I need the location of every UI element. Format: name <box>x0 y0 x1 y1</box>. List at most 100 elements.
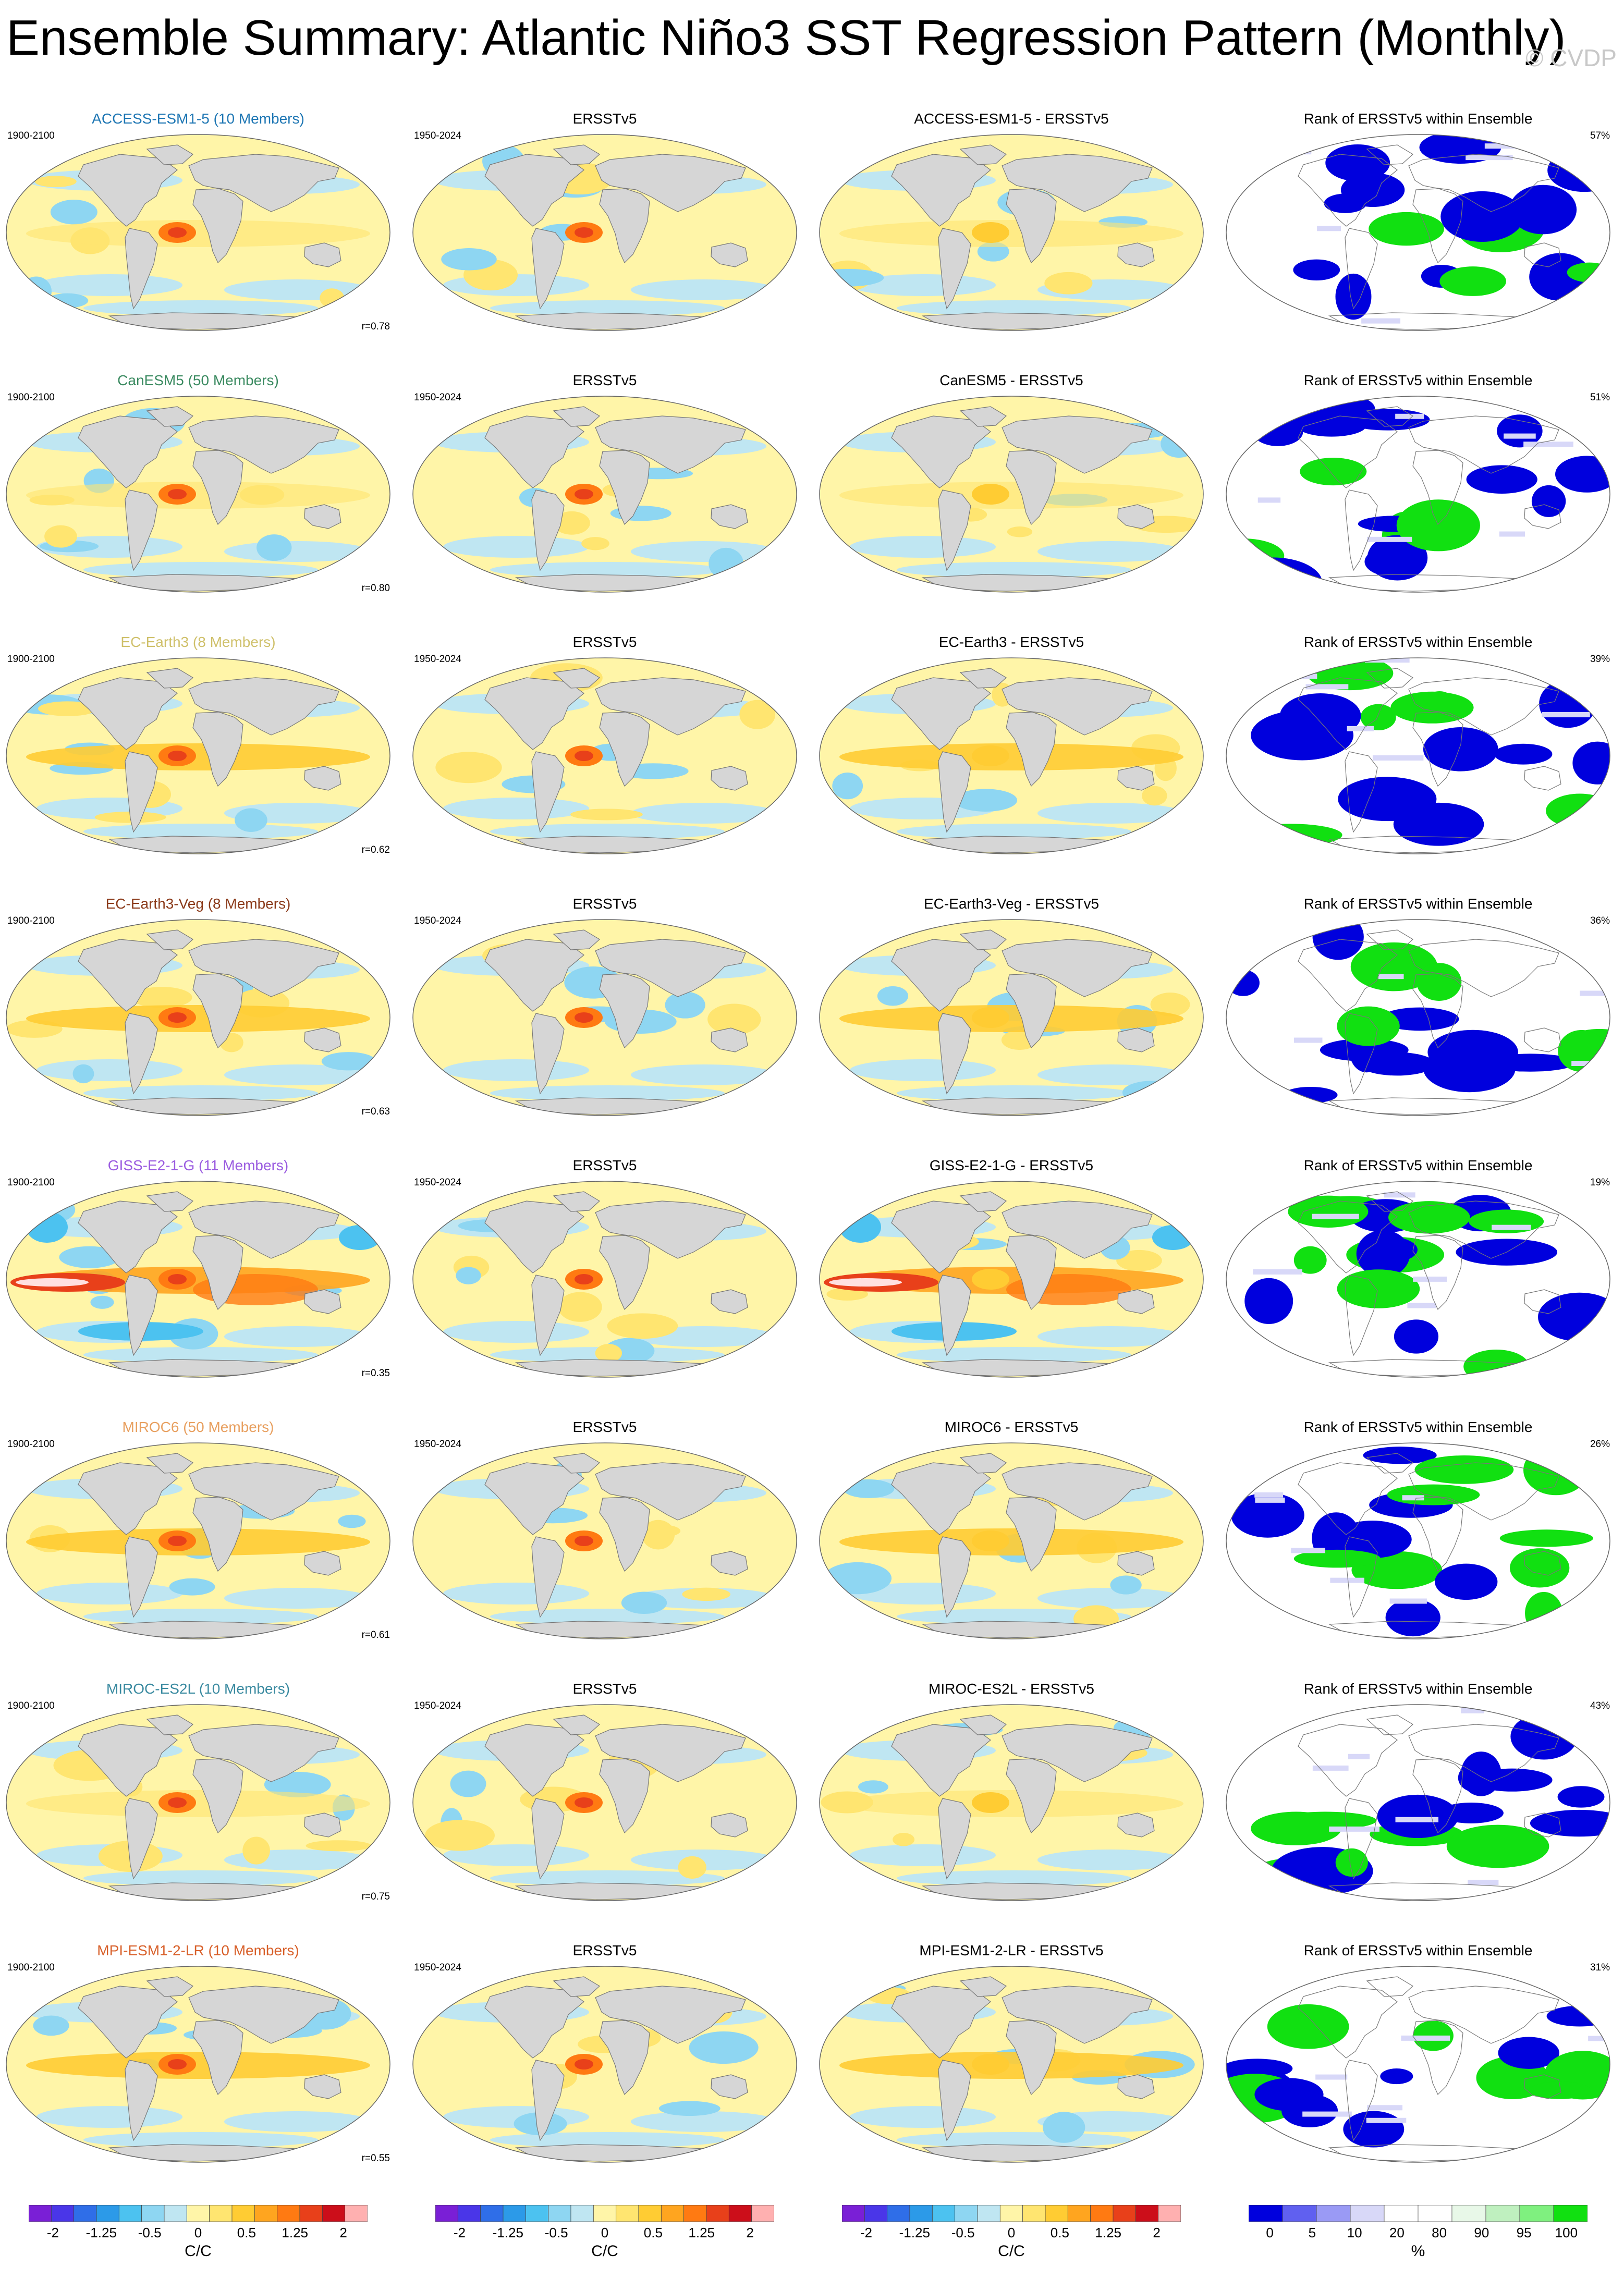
map-container <box>5 133 391 332</box>
atlantic-nino3-hotspot <box>972 484 1009 505</box>
panel-title: ERSSTv5 <box>572 111 637 127</box>
map-border <box>819 396 1204 593</box>
colorbar-swatch <box>548 2205 571 2222</box>
panel-title: Rank of ERSSTv5 within Ensemble <box>1303 1942 1533 1958</box>
rank-low-region <box>1227 970 1260 996</box>
panel-model-row-3: EC-Earth3 (8 Members) 1900-2100 r=0.62 <box>5 634 391 858</box>
land-mass <box>146 1453 194 1474</box>
colorbar-swatch <box>322 2205 346 2222</box>
map-border <box>1226 1704 1610 1901</box>
panel-title: Rank of ERSSTv5 within Ensemble <box>1303 634 1533 650</box>
land-mass <box>1408 415 1559 474</box>
panel-obs-row-4: ERSSTv5 1950-2024 <box>412 896 798 1120</box>
negative-anomaly-band <box>224 1588 370 1609</box>
land-mass <box>1006 1235 1057 1311</box>
land-mass <box>1002 1462 1153 1521</box>
model-regression-map <box>6 1966 390 2163</box>
negative-anomaly-band <box>443 1059 589 1081</box>
model-regression-map <box>6 1704 390 1901</box>
rank-low-region <box>1394 1319 1439 1354</box>
colorbar-swatch <box>299 2205 323 2222</box>
land-mass <box>108 2144 298 2162</box>
rank-high-region <box>1251 1811 1341 1845</box>
obs-regression-map <box>412 1704 797 1901</box>
negative-anomaly-band <box>631 541 777 562</box>
map-border <box>6 396 390 593</box>
obs-period-label: 1950-2024 <box>414 654 461 665</box>
map-border <box>1226 1181 1610 1378</box>
land-mass <box>1366 144 1414 165</box>
land-mass <box>1345 1275 1378 1356</box>
negative-anomaly-band <box>897 1870 1131 1886</box>
colorbar-swatch <box>186 2205 210 2222</box>
panel-diff-row-1: ACCESS-ESM1-5 - ERSSTv5 <box>819 111 1204 335</box>
rank-low-region <box>1510 1713 1578 1760</box>
panel-diff-row-4: EC-Earth3-Veg - ERSSTv5 <box>819 896 1204 1120</box>
rank-percent-label: 43% <box>1590 1700 1610 1711</box>
negative-anomaly-band <box>897 824 1131 839</box>
rank-low-region <box>1498 2037 1559 2069</box>
land-mass <box>959 144 1007 165</box>
land-mass <box>531 2060 565 2141</box>
map-container <box>819 1180 1204 1378</box>
rank-low-region <box>1572 741 1610 785</box>
map-container <box>819 1704 1204 1902</box>
land-mass <box>515 2144 704 2162</box>
colorbar-swatch <box>1451 2205 1486 2222</box>
negative-anomaly-band <box>1037 1326 1183 1347</box>
colorbar-swatch <box>1384 2205 1419 2222</box>
rank-high-region <box>1529 2081 1591 2099</box>
negative-anomaly-band <box>631 1850 777 1870</box>
land-mass <box>595 1201 746 1259</box>
land-mass <box>108 312 298 330</box>
land-mass <box>595 154 746 212</box>
negative-anomaly-band <box>36 1583 182 1605</box>
land-mass <box>1408 677 1559 736</box>
rank-low-region <box>1377 1794 1459 1838</box>
obs-regression-map <box>412 134 797 331</box>
map-border <box>819 1704 1204 1901</box>
rank-percent-label: 19% <box>1590 1177 1610 1188</box>
colorbar-swatch <box>1485 2205 1520 2222</box>
colorbar-swatch <box>1158 2205 1181 2222</box>
land-mass <box>599 1758 650 1834</box>
map-border <box>1226 1966 1610 2163</box>
colorbar-swatch <box>209 2205 233 2222</box>
land-mass <box>1524 242 1561 267</box>
negative-anomaly-band <box>897 1609 1131 1624</box>
map-container <box>412 1442 798 1640</box>
negative-anomaly-band <box>224 541 370 562</box>
land-mass <box>146 406 194 427</box>
rank-percent-label: 31% <box>1590 1962 1610 1973</box>
rank-low-region <box>1546 2005 1610 2027</box>
panel-title: MIROC-ES2L - ERSSTv5 <box>929 1681 1094 1697</box>
land-mass <box>192 2020 243 2096</box>
negative-anomaly-band <box>443 536 589 558</box>
rank-low-region <box>1324 193 1367 213</box>
difference-map <box>819 134 1204 331</box>
rank-map <box>1226 1966 1610 2163</box>
land-mass <box>711 2074 748 2099</box>
panel-diff-row-2: CanESM5 - ERSSTv5 <box>819 372 1204 596</box>
land-mass <box>1408 1462 1559 1521</box>
land-mass <box>553 1191 601 1212</box>
pattern-correlation-label: r=0.55 <box>361 2153 390 2164</box>
rank-map <box>1226 657 1610 854</box>
map-border <box>6 919 390 1116</box>
land-mass <box>1345 751 1378 833</box>
rank-low-region <box>1338 777 1437 822</box>
colorbar-tick-label: 2 <box>746 2225 754 2240</box>
panel-title: Rank of ERSSTv5 within Ensemble <box>1303 896 1533 912</box>
land-mass <box>1117 766 1155 791</box>
model-period-label: 1900-2100 <box>7 1177 55 1188</box>
land-mass <box>711 1027 748 1052</box>
map-container <box>412 1965 798 2163</box>
land-mass <box>959 1714 1007 1735</box>
negative-anomaly-band <box>443 1321 589 1343</box>
land-mass <box>304 766 341 791</box>
map-container <box>5 918 391 1117</box>
map-border <box>6 1966 390 2163</box>
land-mass <box>304 1289 341 1314</box>
panel-obs-row-1: ERSSTv5 1950-2024 <box>412 111 798 335</box>
panel-title: ERSSTv5 <box>572 896 637 912</box>
